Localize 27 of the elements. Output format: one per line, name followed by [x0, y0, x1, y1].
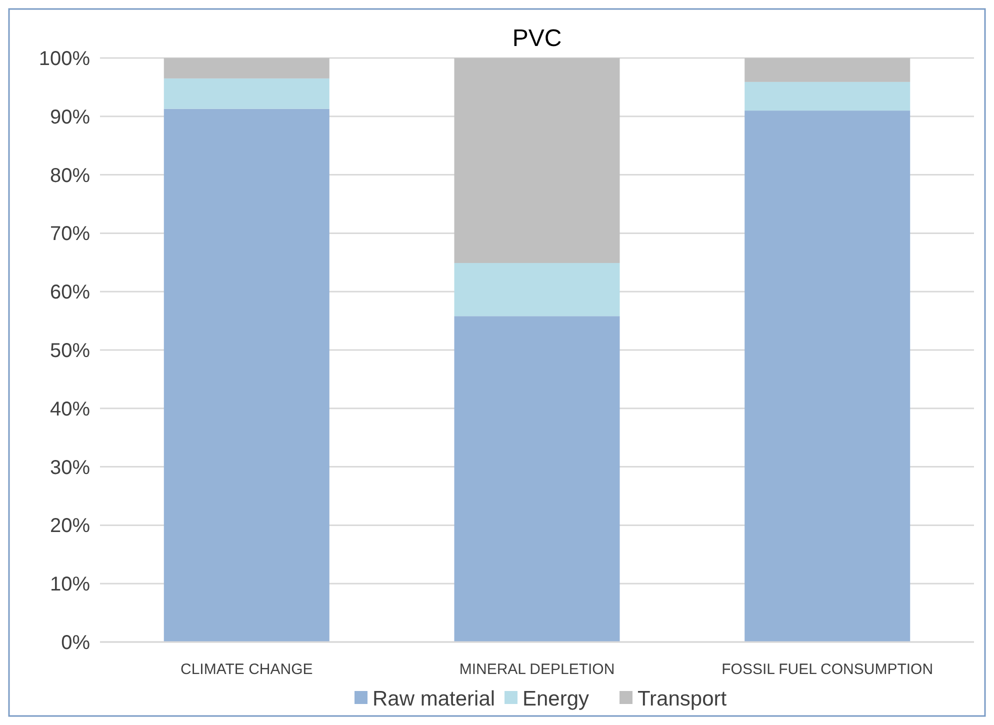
y-tick-label: 100% — [38, 48, 90, 70]
bar — [164, 108, 330, 642]
bar — [454, 316, 620, 642]
legend-label: Raw material — [372, 687, 496, 710]
y-tick-label: 30% — [50, 456, 90, 479]
bar — [454, 262, 620, 316]
x-tick-label: FOSSIL FUEL CONSUMPTION — [722, 661, 934, 678]
bar — [744, 110, 910, 642]
y-tick-label: 0% — [61, 632, 90, 654]
bar — [744, 58, 910, 82]
chart-title: PVC — [512, 25, 562, 52]
x-tick-label: MINERAL DEPLETION — [459, 661, 615, 678]
y-tick-label: 40% — [50, 398, 90, 420]
y-tick-label: 60% — [50, 282, 90, 304]
y-tick-label: 20% — [50, 515, 90, 538]
y-tick-label: 80% — [50, 164, 90, 187]
x-tick-label: CLIMATE CHANGE — [180, 661, 313, 678]
y-tick-label: 10% — [50, 574, 90, 596]
bar — [164, 78, 330, 109]
y-tick-label: 90% — [50, 106, 90, 128]
y-tick-label: 50% — [50, 340, 90, 362]
y-tick-label: 70% — [50, 223, 90, 246]
bar — [744, 82, 910, 111]
legend-label: Transport — [638, 687, 727, 710]
bar — [454, 58, 620, 263]
bar — [164, 58, 330, 78]
legend-label: Energy — [522, 687, 590, 710]
